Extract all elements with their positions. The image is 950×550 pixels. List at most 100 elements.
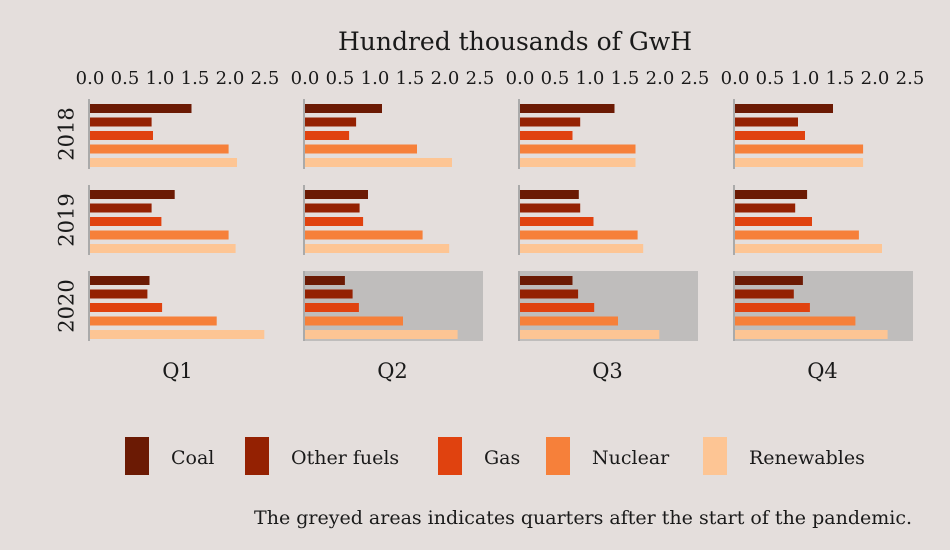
x-tick-label: 2.5: [251, 68, 280, 89]
x-tick-label: 1.0: [576, 68, 605, 89]
panel-2019-q3: [518, 185, 644, 255]
legend: Coal Other fuels Gas Nuclear Renewables: [125, 437, 865, 475]
bar-gas: [520, 303, 595, 312]
bar-other-fuels: [735, 203, 796, 213]
panel-2020-q2: [303, 271, 483, 341]
bar-gas: [520, 217, 594, 226]
x-tick-label: 0.0: [721, 68, 750, 89]
bar-other-fuels: [90, 117, 152, 127]
x-tick-label: 1.0: [791, 68, 820, 89]
bar-renewables: [305, 244, 450, 253]
row-label-2020: 2020: [55, 279, 79, 332]
bar-gas: [90, 131, 153, 140]
bar-renewables: [305, 158, 452, 167]
panel-2018-q4: [733, 99, 864, 169]
bar-coal: [520, 104, 615, 113]
bar-gas: [520, 131, 573, 140]
bar-other-fuels: [305, 289, 353, 299]
bar-coal: [90, 276, 150, 285]
bar-nuclear: [520, 230, 638, 240]
legend-swatch-gas: [438, 437, 462, 475]
x-tick-label: 2.5: [466, 68, 495, 89]
legend-label-renewables: Renewables: [749, 447, 865, 469]
x-tick-label: 1.0: [146, 68, 175, 89]
bar-nuclear: [520, 316, 618, 326]
bar-other-fuels: [735, 289, 794, 299]
x-axis-q1: 0.0 0.5 1.0 1.5 2.0 2.5: [76, 68, 280, 89]
bar-renewables: [735, 158, 864, 167]
legend-item-nuclear: Nuclear: [546, 437, 670, 475]
bar-renewables: [520, 244, 644, 253]
panel-2018-q3: [518, 99, 636, 169]
bar-renewables: [90, 158, 237, 167]
bar-coal: [305, 104, 382, 113]
bar-coal: [735, 190, 808, 199]
bar-nuclear: [90, 144, 229, 154]
bar-renewables: [735, 330, 888, 339]
bar-coal: [520, 276, 573, 285]
legend-label-gas: Gas: [484, 447, 520, 469]
legend-label-coal: Coal: [171, 447, 214, 469]
bar-renewables: [520, 330, 660, 339]
bar-renewables: [90, 244, 236, 253]
row-label-2019: 2019: [55, 193, 79, 246]
x-tick-label: 0.5: [541, 68, 570, 89]
bar-nuclear: [735, 230, 859, 240]
x-axis-q4: 0.0 0.5 1.0 1.5 2.0 2.5: [721, 68, 925, 89]
chart-note: The greyed areas indicates quarters afte…: [254, 507, 912, 529]
legend-label-nuclear: Nuclear: [592, 447, 670, 469]
column-label-q1: Q1: [162, 359, 193, 383]
column-label-q3: Q3: [592, 359, 623, 383]
chart-title: Hundred thousands of GwH: [338, 27, 692, 56]
x-axis-q3: 0.0 0.5 1.0 1.5 2.0 2.5: [506, 68, 710, 89]
panel-2019-q1: [88, 185, 236, 255]
panels-layer: 0.0 0.5 1.0 1.5 2.0 2.5 0.0 0.5 1.0 1.5 2.0 2.5 0.0 0…: [55, 68, 925, 383]
bar-nuclear: [520, 144, 636, 154]
bar-other-fuels: [90, 289, 148, 299]
bar-coal: [735, 276, 803, 285]
bar-renewables: [520, 158, 636, 167]
legend-swatch-other-fuels: [245, 437, 269, 475]
x-tick-label: 0.5: [111, 68, 140, 89]
legend-item-renewables: Renewables: [703, 437, 865, 475]
bar-other-fuels: [520, 289, 579, 299]
bar-nuclear: [305, 144, 417, 154]
bar-nuclear: [90, 230, 229, 240]
bar-gas: [735, 131, 805, 140]
bar-nuclear: [735, 316, 856, 326]
legend-swatch-coal: [125, 437, 149, 475]
x-tick-label: 1.0: [361, 68, 390, 89]
bar-coal: [90, 190, 175, 199]
legend-item-other-fuels: Other fuels: [245, 437, 399, 475]
x-tick-label: 2.0: [646, 68, 675, 89]
panel-2020-q1: [88, 271, 265, 341]
x-tick-label: 2.0: [216, 68, 245, 89]
bar-renewables: [735, 244, 882, 253]
bar-nuclear: [305, 316, 403, 326]
bar-other-fuels: [520, 203, 581, 213]
x-tick-label: 2.5: [681, 68, 710, 89]
bar-other-fuels: [735, 117, 798, 127]
x-tick-label: 0.5: [756, 68, 785, 89]
bar-nuclear: [90, 316, 217, 326]
bar-gas: [90, 217, 162, 226]
bar-gas: [305, 303, 359, 312]
bar-gas: [90, 303, 163, 312]
x-tick-label: 0.0: [506, 68, 535, 89]
bar-nuclear: [305, 230, 423, 240]
panel-2020-q3: [518, 271, 698, 341]
bar-other-fuels: [90, 203, 152, 213]
bar-nuclear: [735, 144, 864, 154]
bar-coal: [90, 104, 192, 113]
column-label-q2: Q2: [377, 359, 408, 383]
bar-coal: [735, 104, 833, 113]
legend-item-coal: Coal: [125, 437, 214, 475]
bar-other-fuels: [305, 203, 360, 213]
legend-swatch-nuclear: [546, 437, 570, 475]
x-tick-label: 0.5: [326, 68, 355, 89]
panel-2018-q1: [88, 99, 237, 169]
x-axis-q2: 0.0 0.5 1.0 1.5 2.0 2.5: [291, 68, 495, 89]
legend-label-other-fuels: Other fuels: [291, 447, 399, 469]
